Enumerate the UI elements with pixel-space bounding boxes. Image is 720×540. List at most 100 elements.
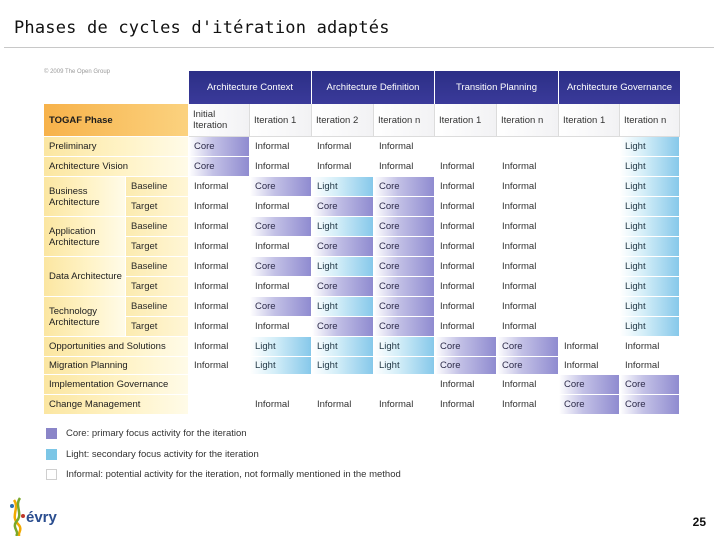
- table-cell: Light: [250, 337, 312, 357]
- table-cell: Informal: [312, 395, 374, 415]
- table-cell: Core: [497, 337, 559, 357]
- table-cell: Core: [312, 317, 374, 337]
- table-cell: Core: [250, 177, 312, 197]
- iteration-header: Iteration 2: [312, 104, 374, 137]
- table-cell: [559, 297, 620, 317]
- iteration-header: Iteration 1: [559, 104, 620, 137]
- table-cell: Light: [374, 357, 435, 375]
- table-cell: Core: [250, 217, 312, 237]
- table-cell: Light: [620, 137, 680, 157]
- table-cell: Informal: [620, 337, 680, 357]
- legend-text: Informal: potential activity for the ite…: [66, 469, 401, 480]
- sub-phase-label: Target: [126, 237, 189, 257]
- table-cell: Light: [312, 177, 374, 197]
- table-cell: Light: [620, 257, 680, 277]
- table-cell: Core: [374, 277, 435, 297]
- table-cell: Informal: [189, 337, 250, 357]
- table-cell: Informal: [497, 157, 559, 177]
- phase-header: Architecture Context: [189, 71, 311, 104]
- phase-label: Architecture Vision: [44, 157, 189, 177]
- table-cell: Light: [312, 357, 374, 375]
- table-cell: Informal: [189, 297, 250, 317]
- phase-label: Implementation Governance: [44, 375, 189, 395]
- table-cell: [435, 137, 497, 157]
- sub-phase-label: Target: [126, 197, 189, 217]
- phase-label: Business Architecture: [44, 177, 126, 217]
- table-cell: Core: [435, 337, 497, 357]
- table-cell: Informal: [435, 237, 497, 257]
- table-cell: Core: [620, 375, 680, 395]
- table-cell: Core: [374, 317, 435, 337]
- table-cell: Informal: [435, 157, 497, 177]
- table-cell: Informal: [497, 375, 559, 395]
- sub-phase-label: Baseline: [126, 177, 189, 197]
- table-cell: Informal: [189, 197, 250, 217]
- table-cell: Informal: [559, 357, 620, 375]
- table-cell: Informal: [250, 395, 312, 415]
- table-cell: Informal: [250, 237, 312, 257]
- table-cell: Light: [620, 317, 680, 337]
- table-cell: Informal: [312, 157, 374, 177]
- informal-swatch-icon: [46, 469, 57, 480]
- light-swatch-icon: [46, 449, 57, 460]
- table-cell: Core: [374, 237, 435, 257]
- table-cell: Informal: [497, 317, 559, 337]
- table-cell: Light: [620, 237, 680, 257]
- table-cell: Light: [620, 217, 680, 237]
- table-cell: [559, 157, 620, 177]
- page-title: Phases de cycles d'itération adaptés: [14, 18, 390, 38]
- table-cell: Core: [559, 395, 620, 415]
- table-cell: [559, 257, 620, 277]
- copyright-note: © 2009 The Open Group: [44, 69, 111, 75]
- table-cell: Informal: [189, 217, 250, 237]
- iteration-header: Iteration n: [497, 104, 559, 137]
- iteration-header: Iteration n: [374, 104, 435, 137]
- table-cell: [559, 177, 620, 197]
- table-cell: Informal: [250, 157, 312, 177]
- table-cell: Informal: [250, 137, 312, 157]
- table-cell: Informal: [435, 297, 497, 317]
- logo-text: évry: [26, 509, 58, 526]
- table-cell: Informal: [497, 197, 559, 217]
- table-cell: Light: [250, 357, 312, 375]
- table-cell: Informal: [189, 357, 250, 375]
- table-cell: Core: [189, 137, 250, 157]
- table-cell: Light: [620, 197, 680, 217]
- sub-phase-label: Baseline: [126, 297, 189, 317]
- table-cell: Core: [435, 357, 497, 375]
- table-cell: Informal: [435, 177, 497, 197]
- table-cell: [312, 375, 374, 395]
- table-cell: Core: [250, 297, 312, 317]
- table-cell: Core: [312, 277, 374, 297]
- table-cell: Core: [497, 357, 559, 375]
- phase-label: Preliminary: [44, 137, 189, 157]
- table-cell: Informal: [435, 197, 497, 217]
- table-cell: [559, 137, 620, 157]
- table-cell: Core: [559, 375, 620, 395]
- table-cell: Informal: [250, 197, 312, 217]
- table-cell: Core: [374, 297, 435, 317]
- phase-header: Transition Planning: [435, 71, 558, 104]
- table-cell: Light: [620, 177, 680, 197]
- sub-phase-label: Target: [126, 317, 189, 337]
- phase-header: Architecture Definition: [312, 71, 434, 104]
- legend-text: Light: secondary focus activity for the …: [66, 449, 259, 460]
- table-cell: [189, 375, 250, 395]
- table-cell: Informal: [497, 277, 559, 297]
- table-cell: Light: [620, 157, 680, 177]
- iteration-header: Initial Iteration: [189, 104, 250, 137]
- table-cell: [250, 375, 312, 395]
- legend-text: Core: primary focus activity for the ite…: [66, 428, 247, 439]
- table-cell: [374, 375, 435, 395]
- table-cell: Informal: [435, 217, 497, 237]
- iteration-header: Iteration 1: [435, 104, 497, 137]
- page-number: 25: [692, 515, 706, 529]
- table-cell: Informal: [435, 317, 497, 337]
- table-cell: Informal: [189, 277, 250, 297]
- table-cell: Core: [374, 217, 435, 237]
- table-cell: Informal: [189, 317, 250, 337]
- sub-phase-label: Target: [126, 277, 189, 297]
- table-cell: Light: [312, 217, 374, 237]
